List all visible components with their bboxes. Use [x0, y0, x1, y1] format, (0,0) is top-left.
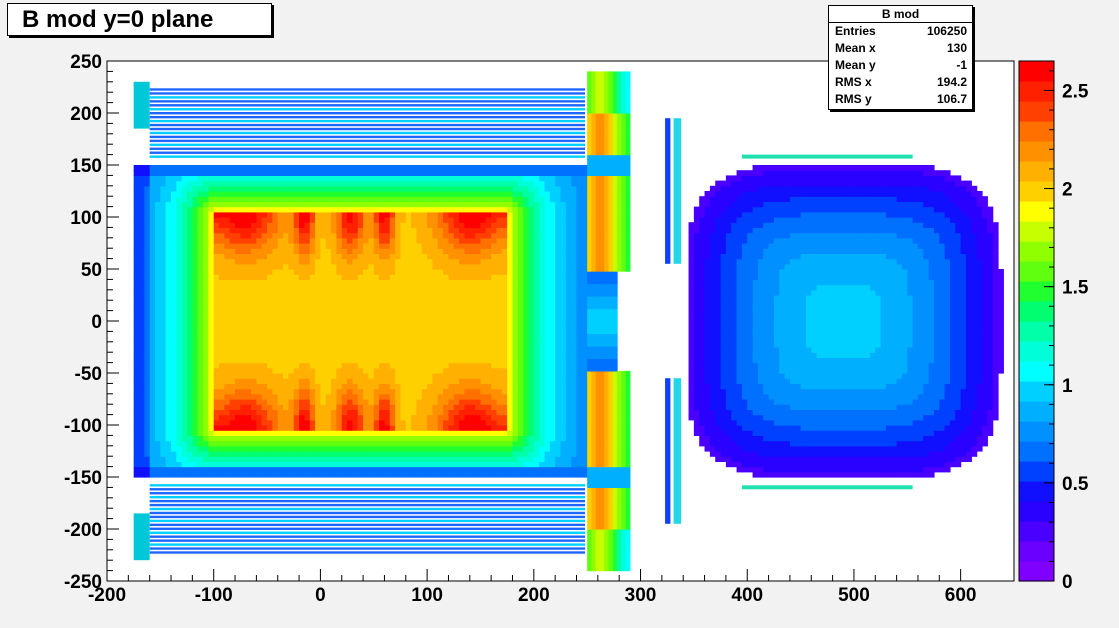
stats-label: Mean y [835, 58, 876, 72]
upper-coil-windings [133, 81, 586, 158]
x-tick-label: 400 [731, 585, 763, 606]
y-tick-label: 0 [91, 312, 102, 333]
x-tick-label: -100 [195, 585, 233, 606]
magnet-core-field [133, 165, 588, 478]
stats-value: 130 [946, 41, 967, 55]
z-tick-label: 2 [1062, 180, 1073, 201]
stats-label: Mean x [835, 41, 876, 55]
palette-cell [1019, 221, 1054, 242]
color-palette [1018, 60, 1055, 582]
z-tick-label: 0 [1062, 572, 1073, 593]
downstream-field [688, 154, 1004, 490]
palette-cell [1019, 461, 1054, 482]
palette-cell [1019, 481, 1054, 502]
y-axis: 250 200 150 100 50 0 -50 -100 -150 -200 -250 [64, 52, 119, 593]
z-axis: 0 0.5 1 1.5 2 2.5 [1044, 70, 1089, 593]
stats-value: 194.2 [936, 75, 967, 89]
stats-row: RMS y 106.7 [829, 91, 972, 108]
z-tick-label: 2.5 [1062, 81, 1089, 102]
stats-box: B mod Entries 106250 Mean x 130 Mean y -1 R… [828, 5, 973, 110]
x-tick-label: 300 [625, 585, 657, 606]
palette-cell [1019, 321, 1054, 342]
stats-row: Mean x 130 [829, 40, 972, 57]
lower-coil-windings [133, 484, 586, 561]
palette-cell [1019, 61, 1054, 82]
palette-cell [1019, 161, 1054, 182]
palette-cell [1019, 181, 1054, 202]
x-tick-label: -200 [88, 585, 126, 606]
stats-label: Entries [835, 24, 876, 38]
stats-value: 106.7 [936, 92, 967, 106]
palette-cell [1019, 561, 1054, 582]
thin-plate [665, 118, 682, 524]
y-tick-label: 250 [70, 52, 102, 73]
palette-cell [1019, 81, 1054, 102]
palette-cell [1019, 501, 1054, 522]
x-axis: -200 -100 0 100 200 300 400 500 600 [88, 569, 977, 606]
palette-cell [1019, 521, 1054, 542]
stats-label: RMS y [835, 92, 872, 106]
stats-value: -1 [956, 58, 967, 72]
plot-title: B mod y=0 plane [7, 3, 272, 36]
z-tick-label: 1.5 [1062, 278, 1089, 299]
palette-cell [1019, 261, 1054, 282]
y-tick-label: -50 [75, 364, 102, 385]
palette-cell [1019, 121, 1054, 142]
y-tick-label: -150 [64, 468, 102, 489]
x-tick-label: 200 [518, 585, 550, 606]
palette-cell [1019, 541, 1054, 562]
x-tick-label: 0 [315, 585, 326, 606]
palette-cell [1019, 241, 1054, 262]
palette-cell [1019, 401, 1054, 422]
palette-cell [1019, 301, 1054, 322]
y-tick-label: 100 [70, 208, 102, 229]
x-tick-label: 100 [411, 585, 443, 606]
z-tick-label: 0.5 [1062, 474, 1089, 495]
x-tick-label: 600 [945, 585, 977, 606]
stats-name: B mod [829, 6, 972, 23]
palette-cell [1019, 441, 1054, 462]
heatmap-plot [133, 71, 1004, 572]
y-tick-label: -200 [64, 520, 102, 541]
iron-plate [587, 71, 631, 572]
palette-cell [1019, 201, 1054, 222]
stats-row: Mean y -1 [829, 57, 972, 74]
palette-cell [1019, 141, 1054, 162]
palette-cell [1019, 101, 1054, 122]
y-tick-label: -100 [64, 416, 102, 437]
palette-cell [1019, 381, 1054, 402]
palette-cell [1019, 341, 1054, 362]
palette-cell [1019, 421, 1054, 442]
y-tick-label: 50 [81, 260, 102, 281]
y-tick-label: -250 [64, 572, 102, 593]
stats-row: RMS x 194.2 [829, 74, 972, 91]
y-tick-label: 200 [70, 104, 102, 125]
z-tick-label: 1 [1062, 376, 1073, 397]
palette-cell [1019, 361, 1054, 382]
x-tick-label: 500 [838, 585, 870, 606]
stats-row: Entries 106250 [829, 23, 972, 40]
palette-border [1018, 60, 1055, 582]
stats-value: 106250 [926, 24, 967, 38]
palette-cell [1019, 281, 1054, 302]
stats-label: RMS x [835, 75, 872, 89]
y-tick-label: 150 [70, 156, 102, 177]
